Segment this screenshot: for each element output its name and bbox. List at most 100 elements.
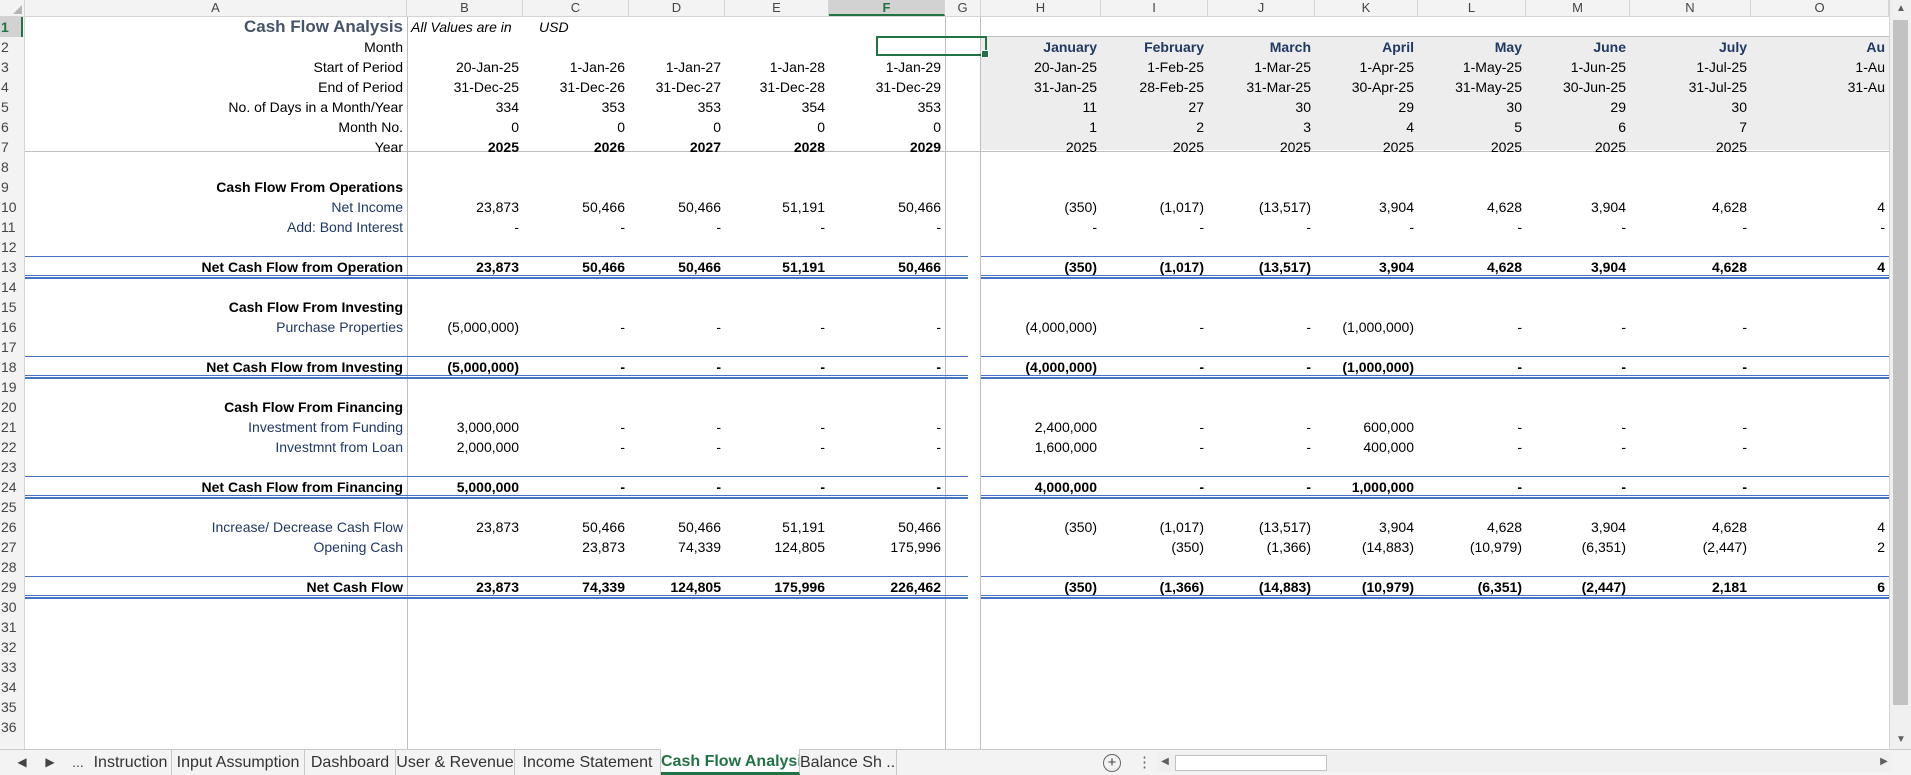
annual-header-cell[interactable]: 31-Dec-27 <box>655 79 721 95</box>
column-header-d[interactable]: D <box>629 0 725 16</box>
monthly-value-cell[interactable]: - <box>1306 479 1311 495</box>
monthly-value-cell[interactable]: - <box>1306 219 1311 235</box>
monthly-header-cell[interactable]: 1-May-25 <box>1462 59 1522 75</box>
annual-header-cell[interactable]: 20-Jan-25 <box>455 59 519 75</box>
section-heading[interactable]: Cash Flow From Investing <box>228 299 403 315</box>
annual-value-cell[interactable]: 50,466 <box>582 519 625 535</box>
row-header[interactable]: 23 <box>1 459 17 475</box>
monthly-header-cell[interactable]: 6 <box>1618 119 1626 135</box>
row-header[interactable]: 5 <box>1 99 9 115</box>
horizontal-scroll-thumb[interactable] <box>1175 755 1327 771</box>
horizontal-scrollbar[interactable]: ◀ ▶ <box>1157 752 1892 772</box>
annual-header-cell[interactable]: 0 <box>713 119 721 135</box>
row-header[interactable]: 16 <box>1 319 17 335</box>
monthly-value-cell[interactable]: - <box>1199 219 1204 235</box>
row-header[interactable]: 13 <box>1 259 17 275</box>
monthly-value-cell[interactable]: - <box>1621 359 1626 375</box>
row-header[interactable]: 15 <box>1 299 17 315</box>
annual-header-cell[interactable]: 31-Dec-26 <box>559 79 625 95</box>
annual-value-cell[interactable]: 51,191 <box>782 259 825 275</box>
monthly-value-cell[interactable]: 4,628 <box>1486 259 1522 275</box>
monthly-header-cell[interactable]: 2 <box>1196 119 1204 135</box>
monthly-header-cell[interactable]: 1-Jul-25 <box>1696 59 1747 75</box>
annual-header-cell[interactable]: 1-Jan-26 <box>569 59 625 75</box>
monthly-header-cell[interactable]: Au <box>1866 39 1885 55</box>
monthly-value-cell[interactable]: (350) <box>1064 579 1097 595</box>
scroll-up-arrow-icon[interactable]: ▲ <box>1896 3 1906 14</box>
monthly-value-cell[interactable]: (6,351) <box>1581 539 1626 555</box>
row-header[interactable]: 34 <box>1 679 17 695</box>
monthly-value-cell[interactable]: - <box>1742 319 1747 335</box>
monthly-value-cell[interactable]: - <box>1517 479 1522 495</box>
annual-value-cell[interactable]: - <box>936 319 941 335</box>
section-heading[interactable]: Cash Flow From Financing <box>224 399 403 415</box>
sheet-tab[interactable]: Balance Sh ... <box>800 750 897 775</box>
monthly-value-cell[interactable]: - <box>1742 479 1747 495</box>
monthly-header-cell[interactable]: 29 <box>1610 99 1626 115</box>
annual-value-cell[interactable]: 175,996 <box>774 579 825 595</box>
annual-value-cell[interactable]: - <box>620 219 625 235</box>
annual-header-cell[interactable]: 2029 <box>909 139 941 155</box>
monthly-value-cell[interactable] <box>1751 477 1889 497</box>
monthly-header-cell[interactable]: 3 <box>1303 119 1311 135</box>
tab-prev-icon[interactable]: ◀ <box>17 755 27 769</box>
row-header[interactable]: 18 <box>1 359 17 375</box>
annual-header-cell[interactable]: 1-Jan-28 <box>769 59 825 75</box>
annual-value-cell[interactable]: 226,462 <box>890 579 941 595</box>
monthly-header-cell[interactable]: July <box>1718 39 1747 55</box>
monthly-value-cell[interactable]: - <box>1199 319 1204 335</box>
annual-value-cell[interactable]: 23,873 <box>582 539 625 555</box>
increase-decrease-label[interactable]: Increase/ Decrease Cash Flow <box>211 519 403 535</box>
monthly-value-cell[interactable]: 3,904 <box>1590 259 1626 275</box>
annual-value-cell[interactable]: 2,000,000 <box>456 439 519 455</box>
line-item-label[interactable]: Net Income <box>331 199 403 215</box>
monthly-value-cell[interactable]: (10,979) <box>1361 579 1414 595</box>
annual-value-cell[interactable]: 23,873 <box>476 519 519 535</box>
monthly-value-cell[interactable]: - <box>1517 319 1522 335</box>
monthly-value-cell[interactable]: 4,628 <box>1486 519 1522 535</box>
annual-value-cell[interactable]: - <box>620 419 625 435</box>
row-header[interactable]: 6 <box>1 119 9 135</box>
annual-value-cell[interactable]: 74,339 <box>582 579 625 595</box>
column-header-o[interactable]: O <box>1751 0 1889 16</box>
annual-value-cell[interactable]: - <box>716 219 721 235</box>
monthly-value-cell[interactable]: - <box>1092 219 1097 235</box>
monthly-header-cell[interactable] <box>1751 117 1889 137</box>
monthly-header-cell[interactable]: 30-Jun-25 <box>1562 79 1626 95</box>
monthly-header-cell[interactable] <box>1751 97 1889 117</box>
annual-header-cell[interactable]: 2027 <box>689 139 721 155</box>
row-header[interactable]: 25 <box>1 499 17 515</box>
monthly-value-cell[interactable]: - <box>1742 219 1747 235</box>
annual-value-cell[interactable]: - <box>716 319 721 335</box>
monthly-value-cell[interactable]: (13,517) <box>1258 199 1311 215</box>
annual-header-cell[interactable]: 31-Dec-25 <box>453 79 519 95</box>
monthly-header-cell[interactable]: 20-Jan-25 <box>1033 59 1097 75</box>
annual-header-cell[interactable] <box>407 37 523 57</box>
monthly-value-cell[interactable]: - <box>1880 219 1885 235</box>
monthly-value-cell[interactable]: - <box>1742 359 1747 375</box>
monthly-header-cell[interactable]: 4 <box>1406 119 1414 135</box>
monthly-header-cell[interactable]: 2025 <box>1490 139 1522 155</box>
monthly-header-cell[interactable]: 1-Au <box>1855 59 1885 75</box>
row-header[interactable]: 11 <box>1 219 16 235</box>
monthly-header-cell[interactable]: 2025 <box>1715 139 1747 155</box>
row-header[interactable]: 30 <box>1 599 17 615</box>
currency-label[interactable]: USD <box>539 19 569 35</box>
column-header-h[interactable]: H <box>981 0 1101 16</box>
monthly-value-cell[interactable] <box>1751 317 1889 337</box>
annual-value-cell[interactable]: - <box>514 219 519 235</box>
annual-header-cell[interactable] <box>523 37 629 57</box>
line-item-label[interactable]: Purchase Properties <box>276 319 403 335</box>
net-cash-flow-label[interactable]: Net Cash Flow <box>306 579 403 595</box>
section-total-label[interactable]: Net Cash Flow from Operation <box>201 259 403 275</box>
annual-value-cell[interactable]: - <box>820 479 825 495</box>
fill-handle[interactable] <box>981 50 989 58</box>
monthly-value-cell[interactable]: 4,000,000 <box>1034 479 1097 495</box>
tab-next-icon[interactable]: ▶ <box>45 755 55 769</box>
header-row-label[interactable]: Month No. <box>338 119 403 135</box>
sheet-tab[interactable]: Income Statement <box>515 750 661 775</box>
monthly-value-cell[interactable]: 4,628 <box>1711 199 1747 215</box>
annual-header-cell[interactable]: 1-Jan-29 <box>885 59 941 75</box>
monthly-value-cell[interactable]: - <box>1517 439 1522 455</box>
monthly-header-cell[interactable]: 31-May-25 <box>1455 79 1522 95</box>
